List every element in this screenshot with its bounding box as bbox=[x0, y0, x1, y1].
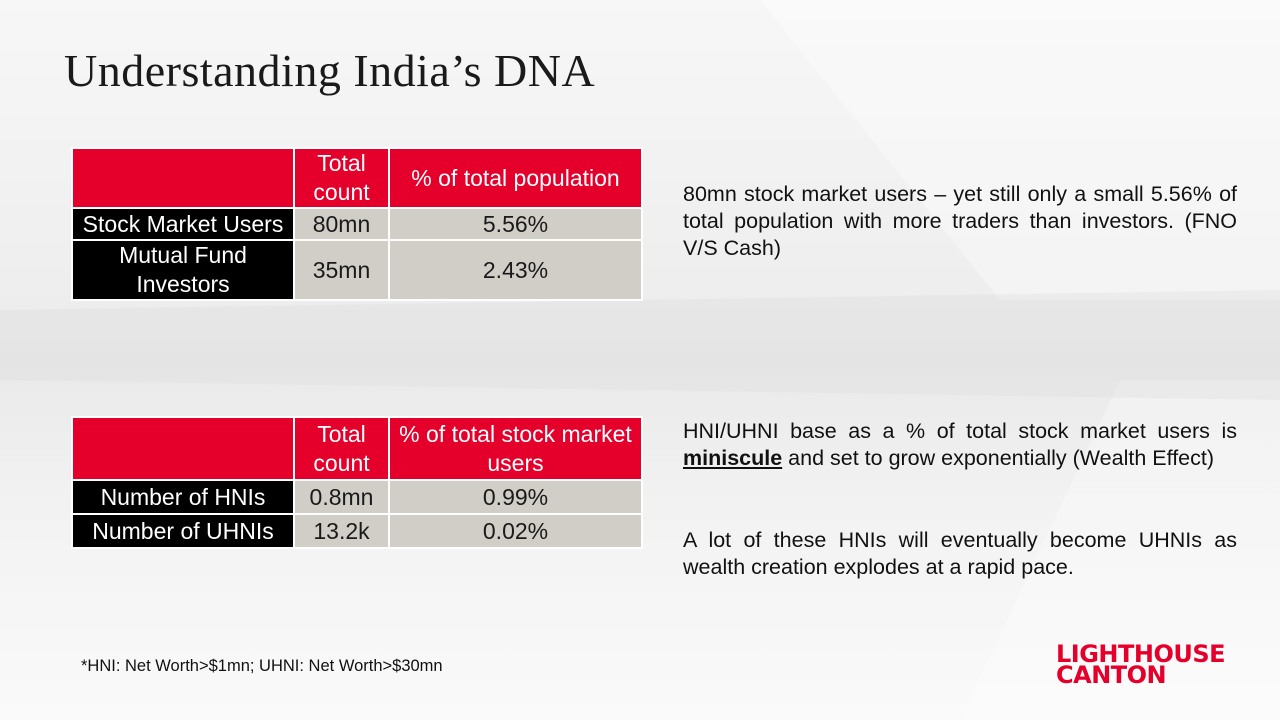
wealth-creation-commentary: A lot of these HNIs will eventually beco… bbox=[683, 528, 1237, 579]
footnote: *HNI: Net Worth>$1mn; UHNI: Net Worth>$3… bbox=[81, 657, 443, 675]
row-label: Stock Market Users bbox=[71, 207, 295, 241]
row-count: 80mn bbox=[293, 207, 390, 241]
row-count: 0.8mn bbox=[293, 479, 390, 515]
table-header-pct-users: % of total stock market users bbox=[388, 416, 643, 481]
table-row: Number of HNIs 0.8mn 0.99% bbox=[71, 479, 643, 515]
population-table: Total count % of total population Stock … bbox=[71, 147, 643, 301]
table-row: Number of UHNIs 13.2k 0.02% bbox=[71, 513, 643, 549]
logo-line1: LIGHTHOUSE bbox=[1056, 640, 1226, 668]
row-pct: 0.02% bbox=[388, 513, 643, 549]
commentary-text: and set to grow exponentially (Wealth Ef… bbox=[782, 446, 1215, 470]
commentary-text: HNI/UHNI base as a % of total stock mark… bbox=[683, 419, 1237, 443]
table-header-row: Total count % of total stock market user… bbox=[71, 416, 643, 481]
row-label: Number of UHNIs bbox=[71, 513, 295, 549]
stock-users-commentary: 80mn stock market users – yet still only… bbox=[683, 182, 1237, 260]
row-pct: 5.56% bbox=[388, 207, 643, 241]
row-count: 13.2k bbox=[293, 513, 390, 549]
table-header-total-count: Total count bbox=[293, 416, 390, 481]
logo-line2: CANTON bbox=[1056, 661, 1167, 689]
row-pct: 0.99% bbox=[388, 479, 643, 515]
table-header-pct-population: % of total population bbox=[388, 147, 643, 209]
keyword-emphasis: miniscule bbox=[683, 446, 783, 470]
table-header-row: Total count % of total population bbox=[71, 147, 643, 209]
row-pct: 2.43% bbox=[388, 239, 643, 301]
page-title: Understanding India’s DNA bbox=[64, 45, 596, 96]
row-count: 35mn bbox=[293, 239, 390, 301]
hni-base-commentary: HNI/UHNI base as a % of total stock mark… bbox=[683, 418, 1237, 472]
row-label: Mutual Fund Investors bbox=[71, 239, 295, 301]
table-header-blank bbox=[71, 416, 295, 481]
table-header-blank bbox=[71, 147, 295, 209]
row-label: Number of HNIs bbox=[71, 479, 295, 515]
lighthouse-canton-logo: LIGHTHOUSE CANTON bbox=[1056, 640, 1226, 689]
table-row: Stock Market Users 80mn 5.56% bbox=[71, 207, 643, 241]
table-header-total-count: Total count bbox=[293, 147, 390, 209]
hni-table: Total count % of total stock market user… bbox=[71, 416, 643, 549]
table-row: Mutual Fund Investors 35mn 2.43% bbox=[71, 239, 643, 301]
